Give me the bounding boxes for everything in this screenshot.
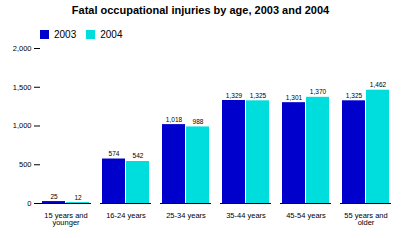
- svg-text:542: 542: [133, 152, 144, 159]
- svg-text:16-24 years: 16-24 years: [106, 211, 146, 220]
- svg-text:25-34 years: 25-34 years: [166, 211, 206, 220]
- svg-text:500: 500: [19, 160, 32, 169]
- svg-text:2,000: 2,000: [13, 44, 32, 53]
- svg-text:25: 25: [50, 193, 58, 200]
- svg-text:1,000: 1,000: [13, 121, 32, 130]
- svg-text:1,329: 1,329: [226, 92, 243, 99]
- html-text:2003: 2003: [54, 29, 77, 40]
- svg-text:1,370: 1,370: [310, 88, 327, 95]
- svg-text:15 years andyounger: 15 years andyounger: [44, 211, 87, 228]
- html-text:Fatal occupational injuries by: Fatal occupational injuries by age, 2003…: [71, 4, 330, 16]
- html-text:2004: 2004: [100, 29, 123, 40]
- svg-text:1,500: 1,500: [13, 83, 32, 92]
- svg-text:12: 12: [74, 194, 82, 201]
- svg-text:45-54 years: 45-54 years: [286, 211, 326, 220]
- svg-text:35-44 years: 35-44 years: [226, 211, 266, 220]
- svg-text:0: 0: [27, 199, 31, 208]
- svg-text:1,325: 1,325: [346, 92, 363, 99]
- svg-text:55 years andolder: 55 years andolder: [344, 211, 387, 228]
- svg-text:1,301: 1,301: [286, 94, 303, 101]
- svg-text:1,018: 1,018: [166, 116, 183, 123]
- svg-text:1,462: 1,462: [370, 81, 387, 88]
- svg-text:1,325: 1,325: [250, 92, 267, 99]
- svg-text:988: 988: [193, 118, 204, 125]
- svg-text:574: 574: [109, 150, 120, 157]
